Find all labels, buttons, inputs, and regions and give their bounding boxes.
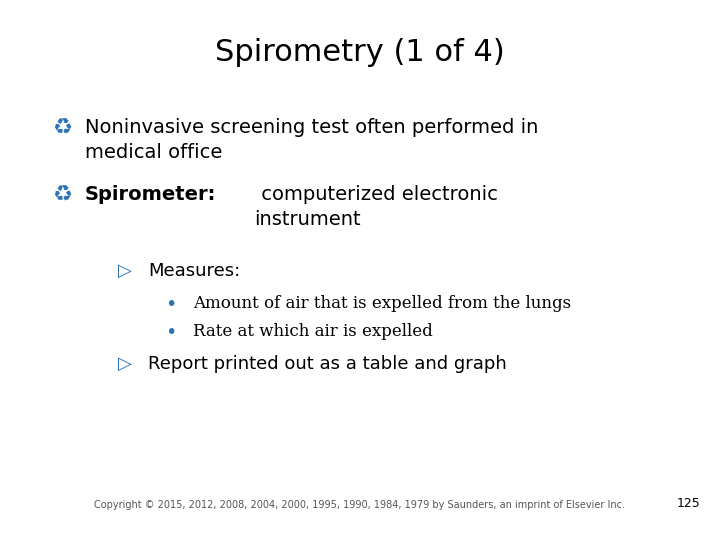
Text: Noninvasive screening test often performed in
medical office: Noninvasive screening test often perform… [85,118,539,162]
Text: •: • [165,323,176,342]
Text: Report printed out as a table and graph: Report printed out as a table and graph [148,355,507,373]
Text: 125: 125 [676,497,700,510]
Text: ▷: ▷ [118,355,132,373]
Text: Spirometer:: Spirometer: [85,185,217,204]
Text: Amount of air that is expelled from the lungs: Amount of air that is expelled from the … [193,295,571,312]
Text: Rate at which air is expelled: Rate at which air is expelled [193,323,433,340]
Text: computerized electronic
instrument: computerized electronic instrument [254,185,498,229]
Text: Spirometry (1 of 4): Spirometry (1 of 4) [215,38,505,67]
Text: ♻: ♻ [52,185,72,205]
Text: ▷: ▷ [118,262,132,280]
Text: ♻: ♻ [52,118,72,138]
Text: Copyright © 2015, 2012, 2008, 2004, 2000, 1995, 1990, 1984, 1979 by Saunders, an: Copyright © 2015, 2012, 2008, 2004, 2000… [94,500,626,510]
Text: Measures:: Measures: [148,262,240,280]
Text: •: • [165,295,176,314]
